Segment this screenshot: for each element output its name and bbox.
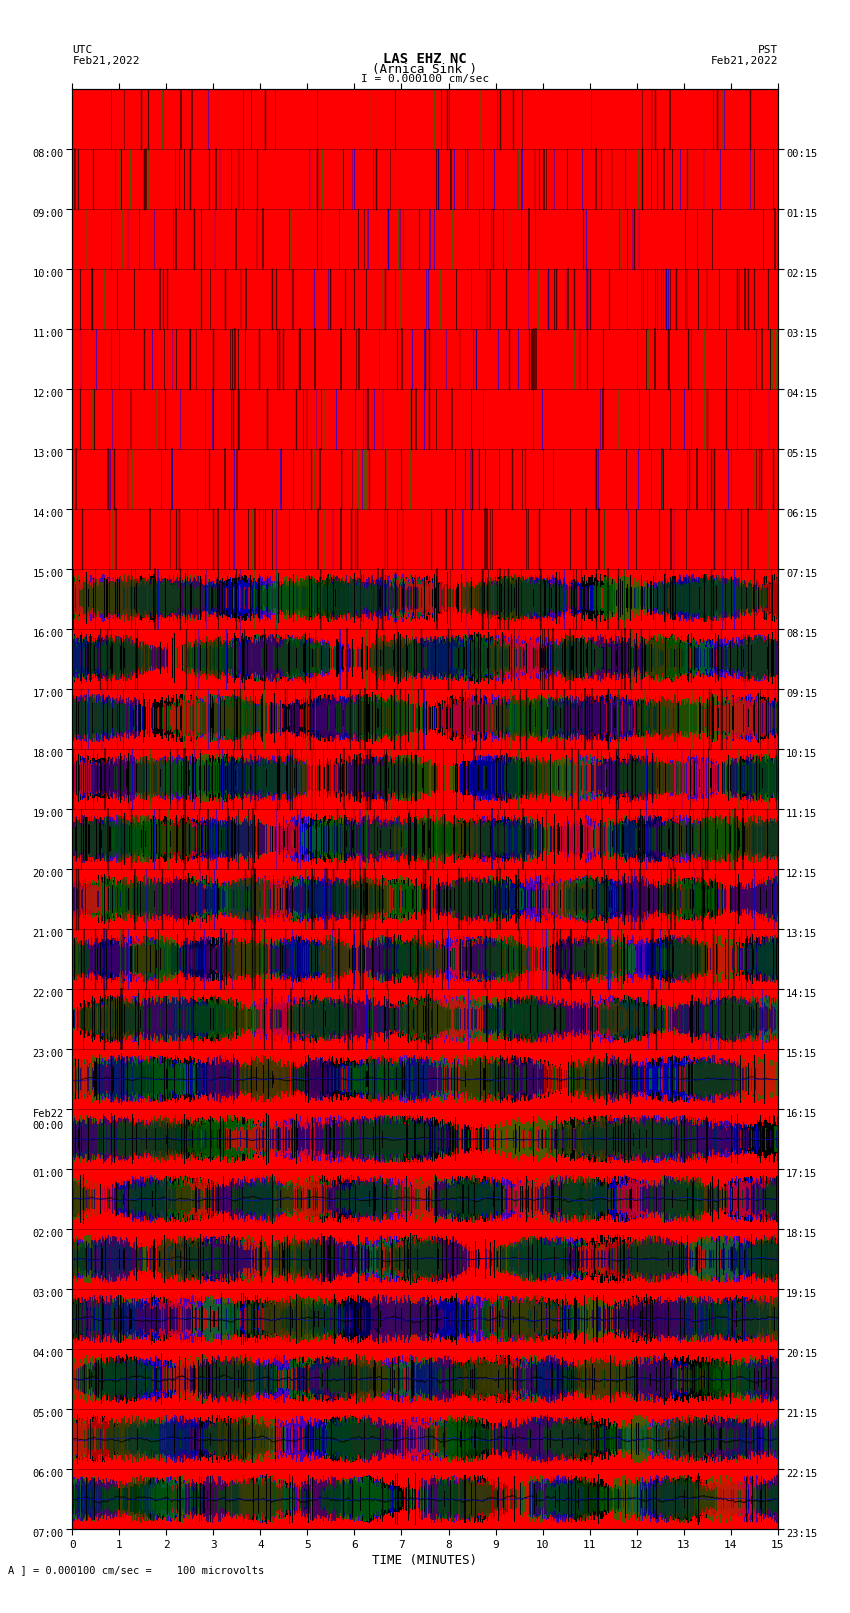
Text: LAS EHZ NC: LAS EHZ NC xyxy=(383,52,467,66)
Text: (Arnica Sink ): (Arnica Sink ) xyxy=(372,63,478,76)
Text: Feb21,2022: Feb21,2022 xyxy=(72,56,139,66)
Text: UTC: UTC xyxy=(72,45,93,55)
Text: A ] = 0.000100 cm/sec =    100 microvolts: A ] = 0.000100 cm/sec = 100 microvolts xyxy=(8,1565,264,1574)
Text: Feb21,2022: Feb21,2022 xyxy=(711,56,778,66)
Text: PST: PST xyxy=(757,45,778,55)
Text: I = 0.000100 cm/sec: I = 0.000100 cm/sec xyxy=(361,74,489,84)
X-axis label: TIME (MINUTES): TIME (MINUTES) xyxy=(372,1553,478,1566)
